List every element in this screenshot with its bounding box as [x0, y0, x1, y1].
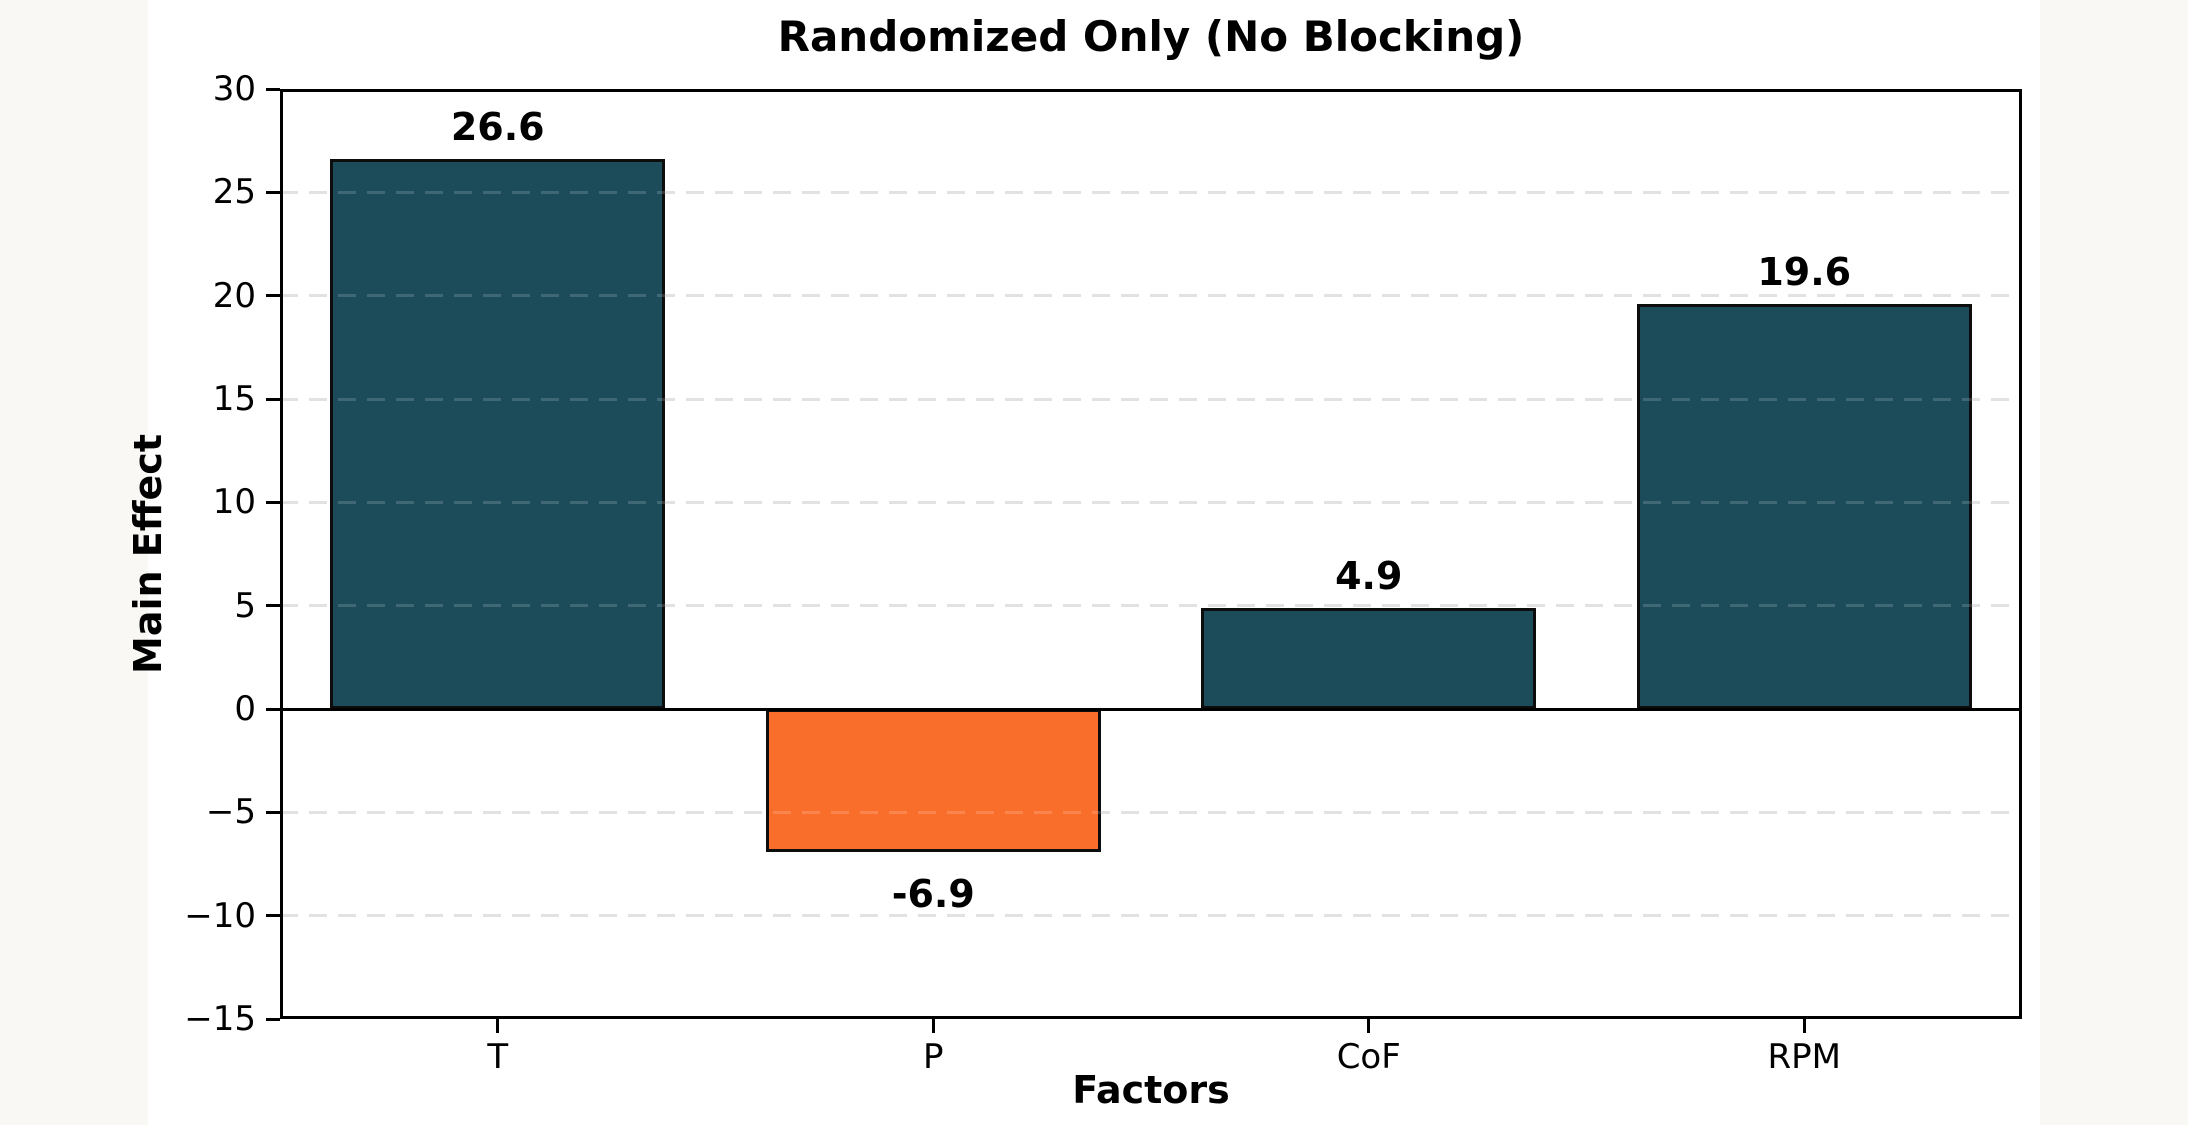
- chart-title: Randomized Only (No Blocking): [777, 12, 1525, 61]
- gridline-overlay: [280, 397, 2022, 401]
- y-tick-label: 0: [234, 689, 256, 729]
- x-tick-mark: [1367, 1019, 1371, 1033]
- x-tick-label-RPM: RPM: [1767, 1037, 1841, 1077]
- gridline-overlay: [280, 914, 2022, 918]
- y-tick-label: 30: [212, 69, 256, 109]
- y-tick-label: 15: [212, 379, 256, 419]
- x-tick-label-T: T: [487, 1037, 509, 1077]
- gridline: [280, 914, 2022, 918]
- x-tick-mark: [496, 1019, 500, 1033]
- bar-value-label-RPM: 19.6: [1757, 249, 1852, 294]
- y-tick-mark: [266, 87, 280, 91]
- y-tick-label: −5: [205, 792, 256, 833]
- y-tick-label: 20: [212, 275, 256, 316]
- bar-CoF: [1201, 607, 1537, 709]
- bar-P: [765, 709, 1101, 852]
- y-tick-label: −15: [184, 999, 256, 1039]
- gridline: [280, 604, 2022, 608]
- gridline-overlay: [280, 500, 2022, 504]
- gridline: [280, 810, 2022, 814]
- y-tick-mark: [266, 190, 280, 194]
- x-tick-label-P: P: [922, 1037, 944, 1077]
- y-tick-mark: [266, 914, 280, 918]
- gridline-overlay: [280, 294, 2022, 298]
- bar-value-label-T: 26.6: [450, 105, 545, 150]
- y-axis-label: Main Effect: [126, 434, 170, 674]
- y-tick-mark: [266, 604, 280, 608]
- y-tick-label: 10: [212, 482, 256, 523]
- bar-value-label-CoF: 4.9: [1335, 553, 1403, 598]
- gridline-overlay: [280, 190, 2022, 194]
- bar-T: [330, 159, 666, 709]
- y-tick-mark: [266, 397, 280, 401]
- gridline: [280, 294, 2022, 298]
- y-tick-mark: [266, 810, 280, 814]
- x-tick-mark: [931, 1019, 935, 1033]
- y-tick-mark: [266, 294, 280, 298]
- y-tick-mark: [266, 707, 280, 711]
- gridline: [280, 397, 2022, 401]
- x-tick-mark: [1802, 1019, 1806, 1033]
- bar-value-label-P: -6.9: [891, 871, 975, 916]
- zero-axis-line: [280, 707, 2022, 711]
- y-tick-mark: [266, 500, 280, 504]
- x-axis-label: Factors: [1072, 1068, 1230, 1112]
- gridline-overlay: [280, 810, 2022, 814]
- y-tick-label: 5: [234, 585, 256, 626]
- y-tick-label: 25: [212, 172, 256, 213]
- y-tick-mark: [266, 1017, 280, 1021]
- gridline-overlay: [280, 604, 2022, 608]
- y-tick-label: −10: [184, 895, 256, 936]
- gridline: [280, 190, 2022, 194]
- bar-RPM: [1636, 303, 1972, 709]
- gridline: [280, 500, 2022, 504]
- x-tick-label-CoF: CoF: [1336, 1037, 1401, 1077]
